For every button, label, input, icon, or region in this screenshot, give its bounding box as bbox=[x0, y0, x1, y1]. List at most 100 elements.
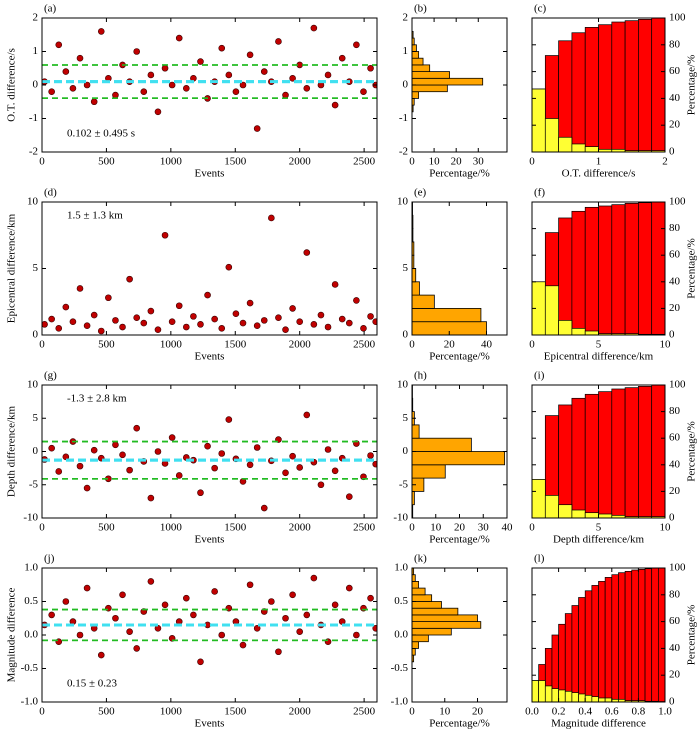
x-axis-label: Magnitude difference bbox=[551, 718, 646, 729]
x-tick-label: 10 bbox=[429, 156, 441, 168]
x-tick-label: 40 bbox=[502, 522, 514, 534]
point bbox=[253, 624, 261, 632]
point bbox=[360, 88, 367, 95]
point bbox=[211, 464, 218, 472]
point bbox=[69, 85, 77, 92]
bar bbox=[611, 21, 626, 152]
y2-tick-label: 40 bbox=[669, 92, 681, 104]
x-axis-label: Depth difference/km bbox=[553, 534, 645, 546]
point bbox=[83, 322, 91, 329]
point bbox=[183, 85, 190, 92]
bar bbox=[558, 320, 573, 335]
panel-label: (l) bbox=[534, 553, 545, 565]
bar bbox=[638, 202, 653, 335]
bar bbox=[584, 590, 593, 702]
point bbox=[268, 214, 275, 222]
panel-label: (b) bbox=[414, 3, 427, 15]
panel: 1.5 ± 1.3 km 0 500 1000 1500 2000 2500 0 5 10 (d) E… bbox=[6, 187, 378, 363]
y2-tick-label: 0 bbox=[669, 146, 675, 158]
x-tick-label: 2000 bbox=[289, 156, 312, 168]
bar bbox=[551, 688, 559, 702]
plot-area bbox=[42, 411, 377, 512]
plot-area bbox=[532, 568, 665, 702]
bar bbox=[412, 464, 446, 479]
point bbox=[197, 321, 204, 328]
point bbox=[147, 71, 155, 79]
bar bbox=[604, 577, 613, 702]
bar bbox=[624, 20, 639, 152]
bar bbox=[611, 204, 626, 335]
point bbox=[253, 322, 261, 329]
y2-tick-label: 20 bbox=[669, 669, 681, 681]
y2-tick-label: 40 bbox=[669, 458, 681, 470]
bar bbox=[544, 285, 559, 335]
y2-tick-label: 80 bbox=[669, 588, 681, 600]
point bbox=[112, 317, 119, 324]
bar bbox=[532, 479, 546, 518]
bar bbox=[412, 30, 414, 39]
x-axis-label: Percentage/% bbox=[429, 168, 489, 180]
point bbox=[83, 584, 91, 592]
bar bbox=[412, 64, 431, 73]
bar bbox=[532, 680, 540, 702]
x-tick-label: 0 bbox=[529, 339, 535, 351]
point bbox=[275, 648, 282, 656]
bar bbox=[412, 91, 420, 99]
bar bbox=[412, 71, 450, 79]
bar bbox=[571, 605, 579, 702]
point bbox=[372, 460, 377, 468]
bar bbox=[651, 202, 665, 335]
x-tick-label: 1500 bbox=[224, 156, 247, 168]
bar bbox=[558, 40, 573, 152]
bar bbox=[412, 44, 417, 52]
point bbox=[289, 305, 296, 312]
y2-tick-label: 0 bbox=[669, 696, 675, 708]
y-tick-label: -1.0 bbox=[391, 696, 409, 708]
y-tick-label: 10 bbox=[27, 379, 39, 391]
point bbox=[225, 71, 233, 79]
y2-tick-label: 60 bbox=[669, 249, 681, 261]
bar bbox=[412, 51, 420, 59]
annotation: 1.5 ± 1.3 km bbox=[67, 210, 123, 222]
panel-label: (c) bbox=[534, 3, 547, 15]
point bbox=[232, 88, 240, 95]
point bbox=[282, 469, 289, 477]
point bbox=[133, 645, 141, 652]
x-tick-label: 1 bbox=[596, 156, 602, 168]
bar bbox=[412, 568, 415, 576]
plot-area bbox=[412, 202, 487, 335]
bar bbox=[412, 614, 478, 623]
point bbox=[303, 85, 311, 92]
y-tick-label: 5 bbox=[403, 262, 409, 274]
point bbox=[168, 434, 176, 441]
bar bbox=[604, 697, 613, 702]
y2-tick-label: 100 bbox=[669, 379, 686, 391]
x-tick-label: 0 bbox=[529, 156, 535, 168]
point bbox=[331, 281, 339, 288]
point bbox=[338, 315, 346, 323]
bar bbox=[644, 568, 653, 702]
point bbox=[303, 411, 311, 419]
x-axis-label: Epicentral difference/km bbox=[544, 351, 654, 363]
point bbox=[268, 598, 275, 605]
point bbox=[154, 326, 162, 333]
y2-tick-label: 20 bbox=[669, 302, 681, 314]
plot-area bbox=[412, 568, 482, 663]
point bbox=[282, 91, 289, 99]
point bbox=[112, 91, 119, 99]
bar bbox=[538, 680, 546, 702]
bar bbox=[598, 24, 613, 152]
bar bbox=[584, 27, 599, 152]
point bbox=[367, 452, 374, 459]
point bbox=[55, 468, 63, 475]
bar bbox=[571, 692, 579, 702]
x-axis-label: Events bbox=[195, 168, 225, 180]
point bbox=[126, 466, 133, 474]
x-axis-label: O.T. difference/s bbox=[562, 168, 636, 180]
y-tick-label: -5 bbox=[29, 478, 39, 490]
point bbox=[317, 311, 325, 319]
bar bbox=[591, 696, 599, 702]
panel-label: (f) bbox=[534, 187, 545, 199]
point bbox=[275, 38, 282, 45]
